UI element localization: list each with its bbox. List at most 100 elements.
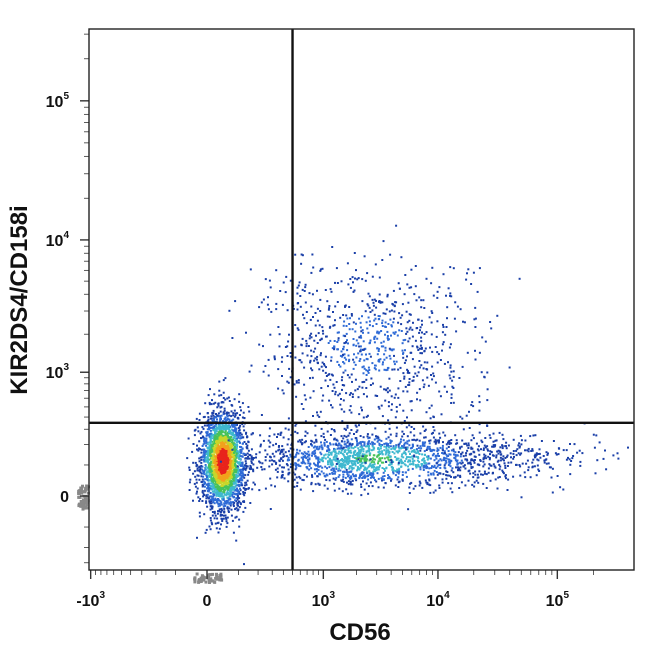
event-dot — [255, 453, 258, 456]
event-dot — [208, 403, 211, 406]
event-dot — [387, 449, 390, 452]
event-dot — [232, 434, 234, 437]
event-dot — [239, 437, 242, 440]
event-dot — [207, 461, 210, 464]
event-dot — [324, 453, 327, 456]
event-dot — [534, 453, 537, 456]
event-dot — [284, 451, 287, 454]
event-dot — [220, 458, 223, 461]
event-dot — [319, 451, 322, 454]
event-dot — [212, 402, 215, 405]
event-dot — [209, 426, 212, 429]
event-dot — [204, 464, 207, 466]
event-dot — [464, 454, 467, 457]
event-dot — [212, 447, 215, 450]
event-dot — [241, 484, 244, 487]
event-dot — [405, 426, 408, 429]
event-dot — [310, 355, 313, 358]
event-dot — [397, 445, 400, 448]
event-dot — [238, 506, 241, 509]
event-dot — [498, 431, 501, 434]
event-dot — [489, 436, 492, 439]
event-dot — [268, 459, 271, 462]
event-dot — [209, 463, 212, 466]
event-dot — [335, 457, 338, 460]
event-dot — [224, 457, 227, 460]
event-dot — [414, 439, 417, 442]
event-dot — [224, 435, 227, 438]
event-dot — [366, 414, 369, 417]
event-dot — [367, 304, 370, 307]
event-dot — [280, 360, 283, 363]
event-dot — [230, 469, 233, 472]
event-dot — [355, 322, 357, 325]
event-dot — [478, 453, 481, 456]
event-dot — [348, 306, 351, 308]
event-dot — [243, 429, 246, 432]
event-dot — [395, 432, 398, 435]
event-dot — [229, 430, 232, 433]
event-dot — [567, 456, 569, 459]
event-dot — [250, 460, 253, 463]
event-dot — [340, 462, 343, 465]
event-dot — [233, 492, 236, 495]
event-dot — [384, 312, 387, 315]
event-dot — [393, 332, 396, 335]
event-dot — [365, 415, 368, 418]
event-dot — [390, 324, 393, 327]
event-dot — [333, 450, 336, 453]
event-dot — [215, 527, 218, 530]
event-dot — [355, 431, 358, 433]
event-dot — [572, 455, 575, 457]
event-dot — [536, 458, 539, 461]
event-dot — [216, 517, 219, 520]
event-dot — [229, 502, 232, 505]
event-dot — [205, 450, 208, 453]
event-dot — [217, 454, 220, 457]
event-dot — [287, 417, 290, 420]
event-dot — [233, 486, 236, 489]
event-dot — [230, 489, 233, 492]
event-dot — [521, 462, 524, 465]
event-dot — [436, 465, 439, 468]
event-dot — [234, 437, 237, 440]
event-dot — [278, 448, 281, 451]
event-dot — [450, 482, 453, 485]
event-dot — [294, 424, 297, 427]
event-dot — [207, 446, 210, 449]
event-dot — [242, 493, 245, 495]
event-dot — [483, 444, 486, 447]
event-dot — [321, 326, 324, 329]
event-dot — [207, 433, 210, 436]
event-dot — [195, 465, 198, 468]
event-dot — [227, 492, 229, 495]
event-dot — [550, 476, 553, 479]
event-dot — [432, 431, 434, 434]
event-dot — [362, 480, 364, 483]
event-dot — [444, 459, 447, 462]
event-dot — [476, 473, 479, 476]
event-dot — [232, 418, 235, 421]
event-dot — [320, 352, 322, 355]
event-dot — [436, 447, 439, 450]
event-dot — [337, 469, 340, 472]
event-dot — [275, 462, 277, 465]
event-dot — [236, 465, 239, 468]
event-dot — [451, 385, 454, 388]
event-dot — [305, 342, 308, 345]
event-dot — [196, 469, 199, 472]
event-dot — [426, 481, 429, 484]
event-dot — [201, 489, 204, 492]
event-dot — [295, 464, 297, 467]
event-dot — [240, 461, 243, 464]
event-dot — [335, 459, 338, 462]
event-dot — [337, 339, 340, 342]
event-dot — [206, 424, 209, 427]
event-dot — [229, 489, 232, 492]
event-dot — [531, 449, 534, 452]
event-dot — [408, 424, 411, 427]
event-dot — [434, 477, 437, 480]
event-dot — [243, 484, 246, 487]
event-dot — [400, 460, 403, 463]
event-dot — [362, 471, 365, 474]
